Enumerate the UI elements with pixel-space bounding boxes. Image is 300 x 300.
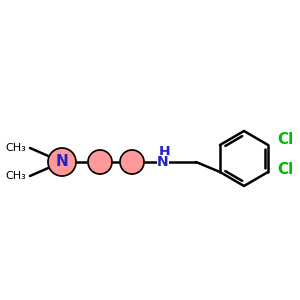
Circle shape — [48, 148, 76, 176]
Text: Cl: Cl — [277, 133, 293, 148]
Text: N: N — [157, 155, 169, 169]
Text: N: N — [56, 154, 68, 169]
Circle shape — [120, 150, 144, 174]
Circle shape — [88, 150, 112, 174]
Text: CH₃: CH₃ — [5, 143, 26, 153]
Text: Cl: Cl — [277, 163, 293, 178]
Text: CH₃: CH₃ — [5, 171, 26, 181]
Text: H: H — [159, 145, 171, 159]
